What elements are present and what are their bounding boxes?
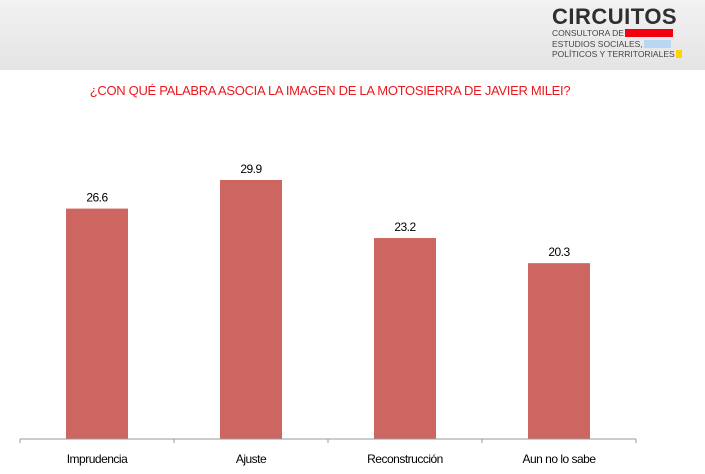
logo-yellow-bar — [675, 50, 682, 59]
bar-2 — [374, 238, 436, 439]
value-label: 20.3 — [548, 245, 570, 259]
logo-red-bar — [624, 29, 673, 38]
circuitos-logo: CIRCUITOS CONSULTORA DE ESTUDIOS SOCIALE… — [552, 6, 682, 60]
header-band: CIRCUITOS CONSULTORA DE ESTUDIOS SOCIALE… — [0, 0, 705, 70]
category-label: Ajuste — [236, 452, 267, 466]
logo-blue-bar — [643, 39, 671, 48]
value-label: 29.9 — [240, 162, 262, 176]
logo-title: CIRCUITOS — [552, 4, 678, 29]
bar-0 — [66, 208, 128, 439]
logo-line-3: POLÍTICOS Y TERRITORIALES — [552, 49, 675, 59]
value-label: 26.6 — [86, 191, 108, 205]
bar-3 — [528, 263, 590, 439]
category-label: Imprudencia — [67, 452, 128, 466]
logo-line-2: ESTUDIOS SOCIALES, — [552, 38, 643, 49]
chart-title: ¿CON QUÉ PALABRA ASOCIA LA IMAGEN DE LA … — [89, 83, 571, 98]
category-label: Aun no lo sabe — [522, 452, 596, 466]
logo-line-1: CONSULTORA DE — [552, 28, 624, 38]
category-label: Reconstrucción — [367, 452, 443, 466]
value-label: 23.2 — [394, 220, 416, 234]
bar-1 — [220, 180, 282, 439]
